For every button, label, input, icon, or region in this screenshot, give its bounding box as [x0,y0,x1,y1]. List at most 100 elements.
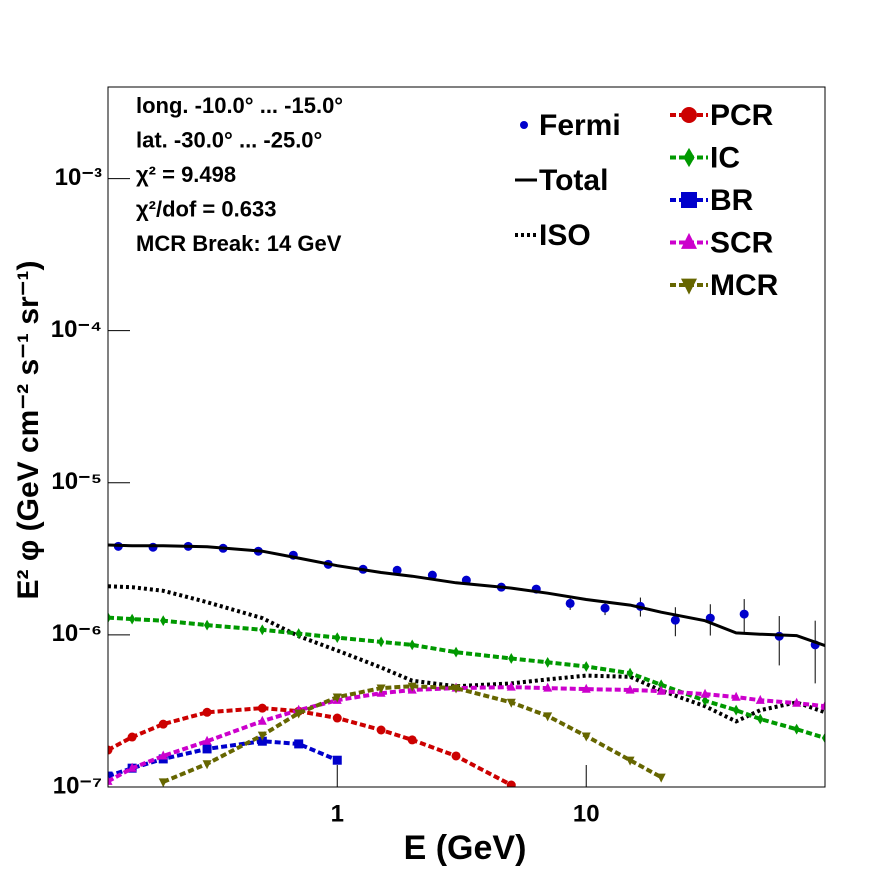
plot-area [108,541,825,787]
marker [681,278,697,295]
y-tick-label: 10⁻⁷ [53,772,102,799]
marker [543,712,553,722]
x-tick-label: 10 [573,800,600,827]
marker [821,732,825,744]
marker [202,760,212,770]
marker [257,731,267,741]
marker [158,750,168,760]
legend-label: Fermi [539,109,621,142]
legend-label: ISO [539,219,591,252]
marker [392,565,402,575]
marker [656,685,666,695]
marker [451,684,461,694]
marker [160,615,167,627]
marker [506,780,516,787]
legend-symbol [670,192,708,208]
marker [793,723,800,735]
marker [332,693,342,703]
marker [108,612,112,623]
y-tick-label: 10⁻⁴ [51,316,102,343]
annotation: MCR Break: 14 GeV [136,231,342,256]
series-line [108,685,825,784]
legend-symbol [670,147,708,168]
legend-label: Total [539,164,608,197]
marker [407,735,417,745]
marker [520,121,528,129]
y-tick-label: 10⁻⁵ [51,468,102,495]
marker [334,632,341,643]
marker [681,232,697,249]
marker [681,192,697,208]
series-line [108,584,825,724]
marker [128,613,136,625]
marker [332,755,342,765]
marker [158,719,168,729]
marker [127,732,137,742]
legend-label: BR [710,184,754,217]
legend-symbol [670,232,708,249]
marker [257,703,267,713]
annotation: χ²/dof = 0.633 [136,196,276,221]
annotation: χ² = 9.498 [136,162,236,187]
marker [506,681,516,691]
marker [108,775,113,785]
y-tick-label: 10⁻³ [55,164,102,191]
marker [544,656,551,668]
marker [700,688,710,698]
marker [625,756,635,766]
marker [731,691,741,701]
marker [108,771,113,781]
x-tick-label: 1 [331,800,344,827]
marker [656,773,666,783]
legend-symbol [520,121,528,129]
legend-label: SCR [710,226,774,259]
annotation: long. -10.0° ... -15.0° [136,93,343,118]
legend-symbol [670,107,708,123]
marker [681,107,697,123]
marker [409,639,416,651]
marker [732,704,740,716]
marker [543,682,553,692]
marker [683,147,695,168]
marker [203,619,211,631]
marker [376,725,386,735]
marker [295,628,302,639]
marker [626,667,634,679]
x-axis-label: E (GeV) [404,829,527,867]
marker [600,603,610,613]
marker [294,709,304,719]
legend-symbol [670,278,708,295]
marker [376,684,386,694]
marker [508,653,515,664]
marker [202,707,212,717]
marker [377,636,385,648]
marker [257,715,267,725]
marker [583,661,590,672]
marker [127,762,137,772]
marker [108,745,113,755]
marker [757,713,764,725]
marker [294,739,304,749]
marker [202,735,212,745]
plot-frame [107,86,826,788]
marker [257,736,267,746]
y-axis-label: E² φ (GeV cm⁻² s⁻¹ sr⁻¹) [12,260,45,599]
marker [565,598,575,608]
series-line [108,615,825,740]
marker [820,700,825,710]
marker [506,698,516,708]
legend-label: PCR [710,99,774,132]
marker [202,744,212,754]
marker [625,684,635,694]
marker [581,732,591,742]
marker [158,778,168,787]
marker [407,682,417,692]
marker [792,697,802,707]
marker [658,679,665,691]
marker [581,683,591,693]
marker [670,615,680,625]
marker [755,694,765,704]
legend-label: IC [710,141,740,174]
